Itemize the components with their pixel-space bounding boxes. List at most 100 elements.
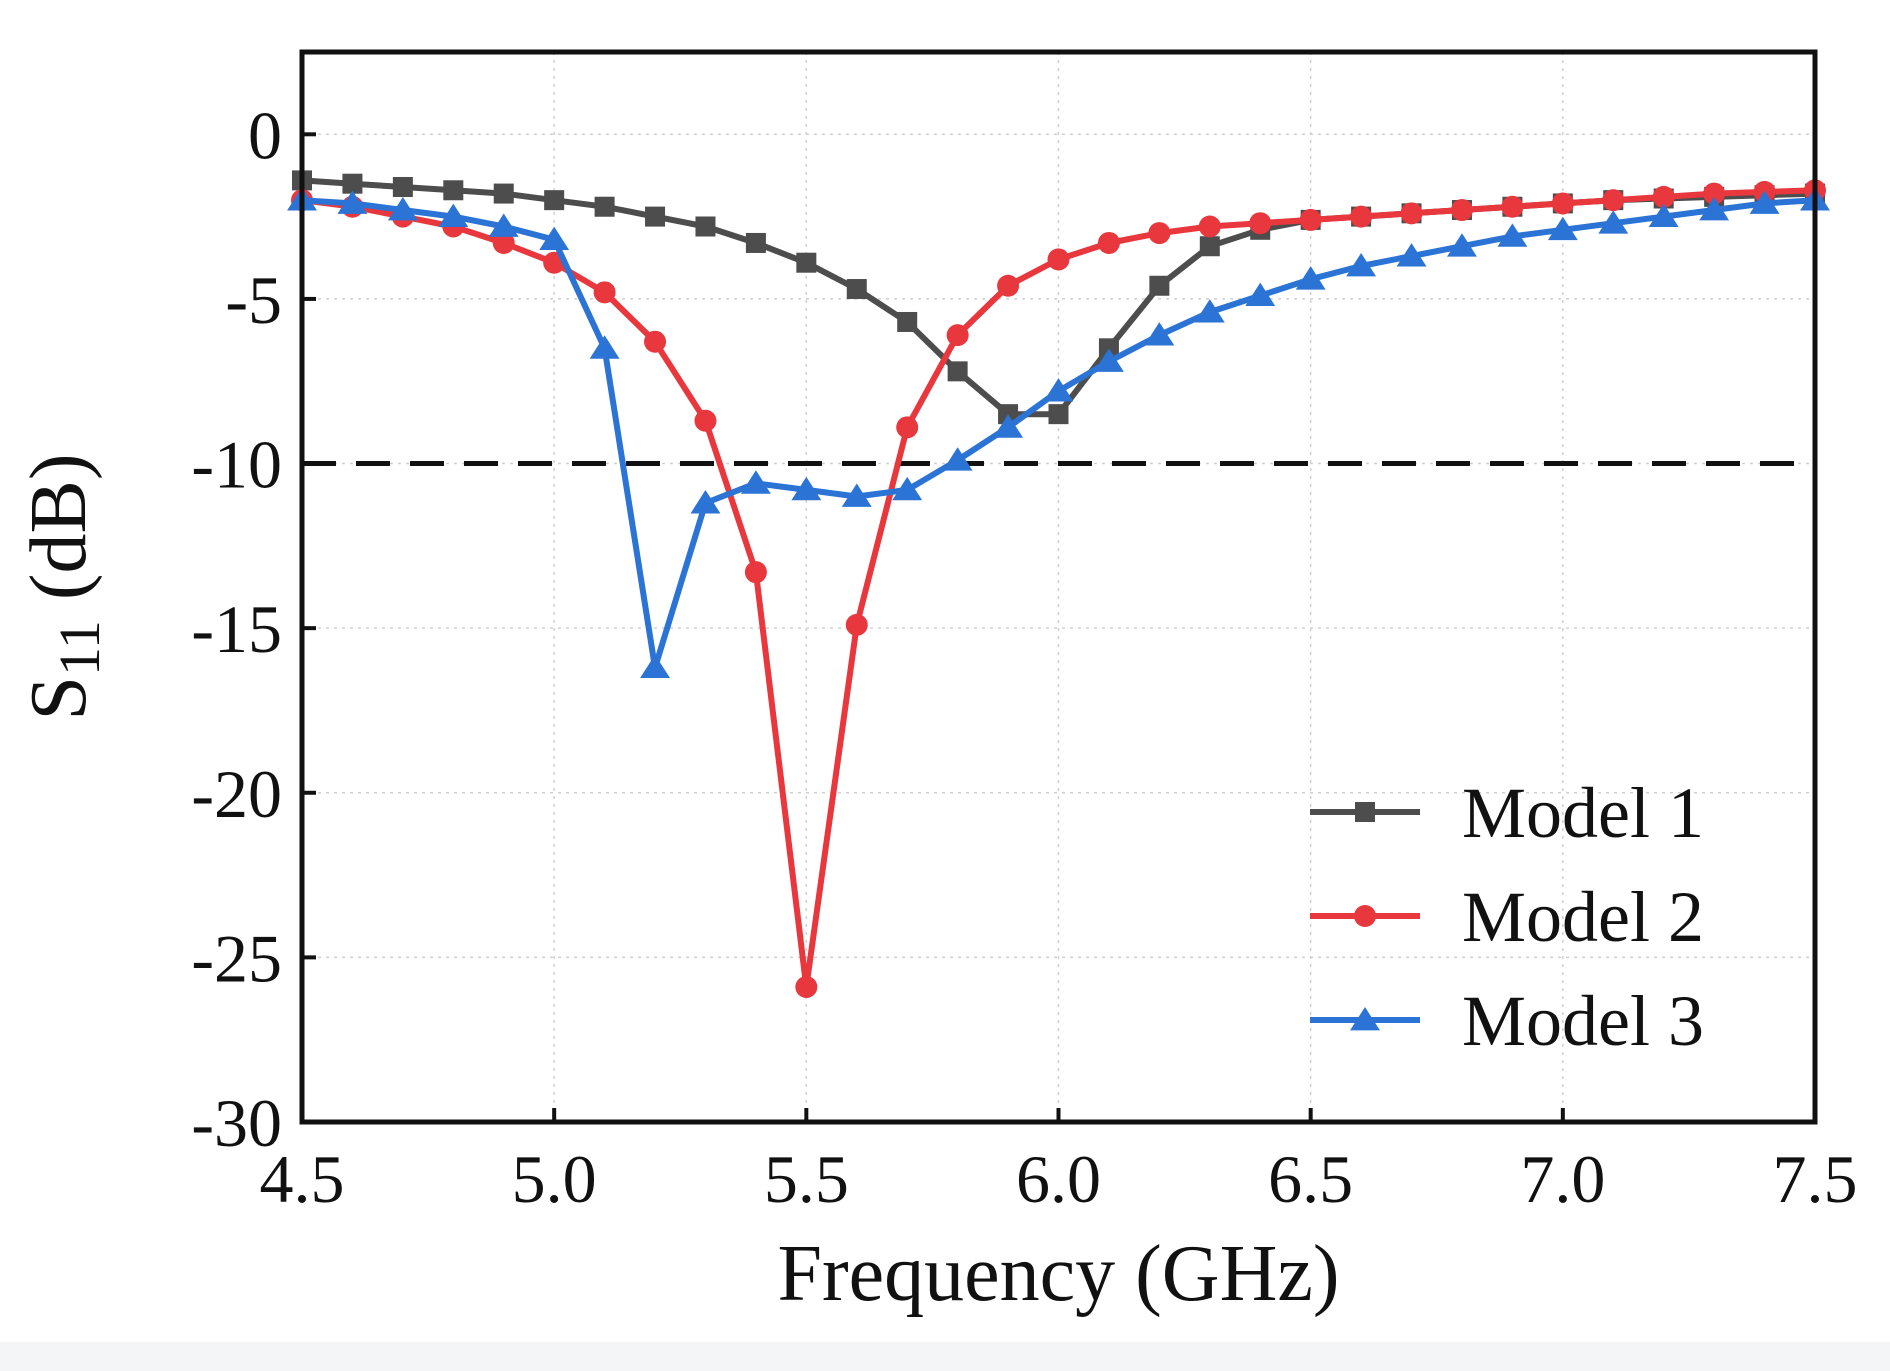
- data-point: [644, 330, 667, 353]
- data-point: [539, 226, 570, 251]
- data-point: [1043, 378, 1074, 402]
- data-point: [1400, 202, 1423, 225]
- data-point: [892, 476, 923, 501]
- data-point: [1098, 338, 1119, 359]
- data-point: [1551, 192, 1574, 215]
- legend-item: Model 3: [1310, 981, 1704, 1061]
- data-point: [1749, 190, 1780, 214]
- data-point: [1198, 215, 1221, 238]
- data-point: [740, 470, 771, 494]
- y-tick-label: -25: [191, 920, 282, 996]
- data-point: [443, 180, 464, 201]
- data-point: [845, 613, 868, 636]
- data-point: [493, 183, 514, 204]
- data-point: [337, 190, 368, 214]
- y-axis-title-main: S: [15, 676, 103, 721]
- data-point: [1249, 212, 1272, 235]
- legend-swatch-marker: [1354, 905, 1376, 927]
- data-point: [694, 409, 717, 432]
- data-point: [1501, 195, 1524, 218]
- y-axis-title: S11 (dB): [15, 454, 112, 721]
- y-tick-label: -20: [191, 756, 282, 832]
- data-point: [1093, 348, 1124, 372]
- data-point: [1497, 223, 1528, 247]
- data-point: [387, 197, 418, 221]
- legend-swatch-marker: [1355, 802, 1375, 822]
- data-point: [1699, 197, 1730, 221]
- data-point: [1547, 216, 1578, 241]
- data-point: [942, 447, 973, 471]
- data-point: [1097, 231, 1120, 254]
- data-point: [997, 274, 1020, 297]
- x-tick-label: 4.5: [260, 1141, 345, 1217]
- data-point: [1648, 203, 1679, 228]
- data-point: [1396, 243, 1427, 267]
- x-tick-label: 6.0: [1016, 1141, 1101, 1217]
- data-point: [1148, 222, 1171, 245]
- y-tick-label: -15: [191, 591, 282, 667]
- data-point: [1295, 266, 1326, 290]
- data-point: [392, 176, 413, 197]
- data-point: [993, 414, 1024, 438]
- data-point: [795, 976, 818, 999]
- data-point: [1144, 322, 1175, 346]
- data-point: [1602, 189, 1625, 212]
- x-tick-label: 6.5: [1268, 1141, 1353, 1217]
- x-tick-label: 5.0: [512, 1141, 597, 1217]
- data-point: [896, 416, 919, 439]
- bottom-strip: [0, 1342, 1890, 1371]
- data-point: [594, 196, 615, 217]
- data-point: [1703, 182, 1726, 205]
- data-point: [1047, 248, 1070, 271]
- data-point: [589, 335, 620, 359]
- data-point: [1450, 199, 1473, 222]
- data-point: [946, 324, 969, 347]
- legend-label: Model 3: [1462, 981, 1704, 1061]
- data-point: [1346, 253, 1377, 277]
- data-point: [846, 279, 867, 300]
- grid: [302, 52, 1815, 1122]
- data-point: [695, 216, 716, 237]
- axis-ticks: 4.5 5.0 5.5 6.0 6.5 7.0 7.5 0 -5 -10 -15 -20 -25 -30: [191, 97, 1857, 1217]
- y-tick-label: -10: [191, 427, 282, 503]
- data-point: [544, 190, 565, 211]
- y-tick-label: -5: [225, 262, 282, 338]
- data-point: [1447, 233, 1477, 257]
- data-point: [841, 483, 872, 507]
- series-layer: [287, 170, 1830, 999]
- y-axis-title-unit: (dB): [15, 454, 103, 621]
- data-point: [1048, 404, 1069, 425]
- data-point: [1598, 210, 1629, 234]
- data-point: [1149, 275, 1170, 296]
- legend-item: Model 1: [1310, 773, 1704, 853]
- data-point: [1350, 205, 1373, 228]
- data-point: [1194, 299, 1225, 323]
- series-3: [287, 187, 1830, 679]
- x-tick-label: 7.5: [1773, 1141, 1858, 1217]
- x-tick-label: 7.0: [1520, 1141, 1605, 1217]
- data-point: [791, 476, 822, 501]
- data-point: [998, 404, 1019, 425]
- y-tick-label: -30: [191, 1085, 282, 1161]
- x-axis-title: Frequency (GHz): [778, 1230, 1340, 1318]
- data-point: [947, 361, 968, 382]
- legend-label: Model 2: [1462, 877, 1704, 957]
- data-point: [488, 213, 519, 237]
- data-point: [744, 561, 767, 584]
- y-tick-label: 0: [248, 97, 282, 173]
- data-point: [1652, 185, 1675, 208]
- data-point: [342, 173, 363, 194]
- data-point: [1299, 208, 1322, 231]
- data-point: [438, 203, 469, 228]
- data-point: [796, 252, 817, 273]
- data-point: [897, 311, 918, 332]
- x-tick-label: 5.5: [764, 1141, 849, 1217]
- data-point: [593, 281, 616, 304]
- data-point: [1245, 282, 1276, 307]
- y-axis-title-subscript: 11: [47, 620, 112, 676]
- legend-label: Model 1: [1462, 773, 1704, 853]
- legend-item: Model 2: [1310, 877, 1704, 957]
- data-point: [745, 232, 766, 253]
